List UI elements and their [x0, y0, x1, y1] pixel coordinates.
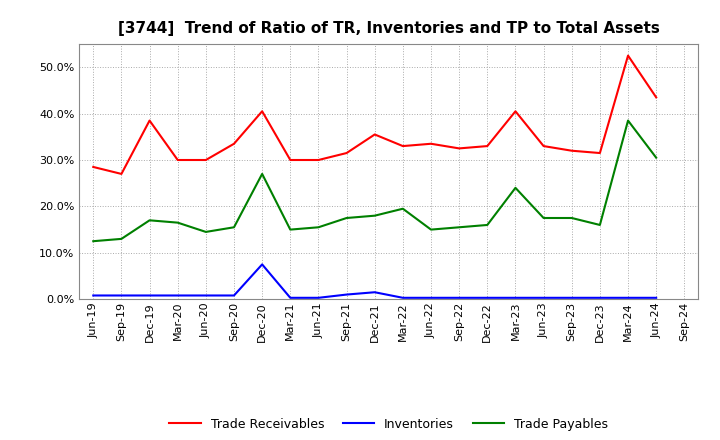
Trade Payables — [145, 218, 154, 223]
Trade Payables — [174, 220, 182, 225]
Trade Receivables — [342, 150, 351, 156]
Inventories — [230, 293, 238, 298]
Title: [3744]  Trend of Ratio of TR, Inventories and TP to Total Assets: [3744] Trend of Ratio of TR, Inventories… — [118, 21, 660, 36]
Line: Trade Payables: Trade Payables — [94, 121, 656, 241]
Trade Receivables — [202, 158, 210, 163]
Trade Receivables — [595, 150, 604, 156]
Inventories — [427, 295, 436, 301]
Trade Receivables — [286, 158, 294, 163]
Trade Receivables — [314, 158, 323, 163]
Inventories — [399, 295, 408, 301]
Trade Receivables — [427, 141, 436, 147]
Trade Receivables — [230, 141, 238, 147]
Trade Payables — [258, 171, 266, 176]
Trade Payables — [117, 236, 126, 242]
Inventories — [286, 295, 294, 301]
Inventories — [567, 295, 576, 301]
Trade Receivables — [567, 148, 576, 154]
Trade Receivables — [145, 118, 154, 123]
Trade Payables — [427, 227, 436, 232]
Trade Payables — [595, 222, 604, 227]
Inventories — [145, 293, 154, 298]
Trade Payables — [370, 213, 379, 218]
Inventories — [258, 262, 266, 267]
Trade Receivables — [539, 143, 548, 149]
Trade Payables — [483, 222, 492, 227]
Trade Receivables — [483, 143, 492, 149]
Inventories — [483, 295, 492, 301]
Trade Receivables — [624, 53, 632, 58]
Trade Payables — [342, 215, 351, 220]
Trade Payables — [314, 225, 323, 230]
Trade Receivables — [399, 143, 408, 149]
Trade Payables — [624, 118, 632, 123]
Inventories — [595, 295, 604, 301]
Trade Receivables — [89, 164, 98, 169]
Legend: Trade Receivables, Inventories, Trade Payables: Trade Receivables, Inventories, Trade Pa… — [164, 413, 613, 436]
Inventories — [89, 293, 98, 298]
Trade Payables — [89, 238, 98, 244]
Trade Payables — [652, 155, 660, 160]
Inventories — [370, 290, 379, 295]
Trade Payables — [399, 206, 408, 211]
Trade Payables — [455, 225, 464, 230]
Inventories — [624, 295, 632, 301]
Trade Receivables — [511, 109, 520, 114]
Trade Receivables — [370, 132, 379, 137]
Line: Trade Receivables: Trade Receivables — [94, 55, 656, 174]
Inventories — [455, 295, 464, 301]
Trade Payables — [567, 215, 576, 220]
Inventories — [511, 295, 520, 301]
Trade Payables — [511, 185, 520, 191]
Inventories — [202, 293, 210, 298]
Trade Payables — [230, 225, 238, 230]
Trade Receivables — [258, 109, 266, 114]
Inventories — [539, 295, 548, 301]
Trade Payables — [539, 215, 548, 220]
Inventories — [342, 292, 351, 297]
Trade Receivables — [652, 95, 660, 100]
Trade Receivables — [174, 158, 182, 163]
Trade Payables — [202, 229, 210, 235]
Trade Receivables — [117, 171, 126, 176]
Inventories — [652, 295, 660, 301]
Trade Payables — [286, 227, 294, 232]
Inventories — [314, 295, 323, 301]
Trade Receivables — [455, 146, 464, 151]
Line: Inventories: Inventories — [94, 264, 656, 298]
Inventories — [174, 293, 182, 298]
Inventories — [117, 293, 126, 298]
